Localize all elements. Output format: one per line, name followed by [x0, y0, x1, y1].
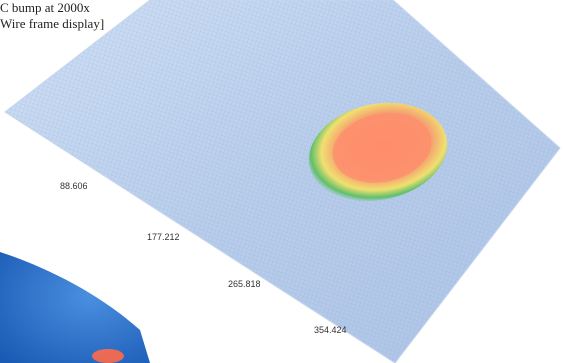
bump-peak — [308, 102, 448, 202]
surface-plane — [4, 0, 561, 363]
axis-tick-3: 265.818 — [228, 279, 261, 289]
axis-tick-4: 354.424 — [314, 325, 347, 335]
corner-surface-fragment — [0, 252, 150, 363]
caption: C bump at 2000x Wire frame display] — [0, 0, 104, 32]
axis-tick-1: 88.606 — [60, 181, 88, 191]
caption-line-1: C bump at 2000x — [0, 0, 90, 15]
caption-line-2: Wire frame display] — [0, 16, 105, 31]
axis-tick-2: 177.212 — [147, 232, 180, 242]
